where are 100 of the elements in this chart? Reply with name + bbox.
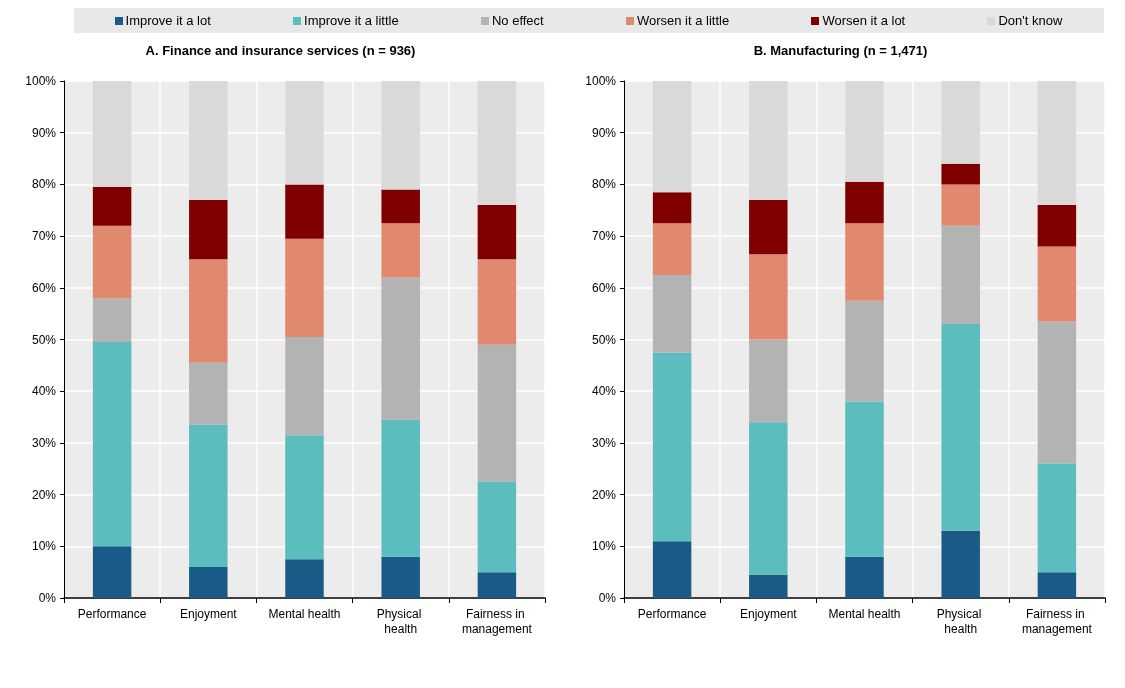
y-tick-label: 20% <box>591 487 617 502</box>
x-tick-label: Physical health <box>376 606 425 636</box>
bar <box>189 566 228 598</box>
bar <box>845 181 884 224</box>
bar <box>477 205 517 260</box>
y-tick-label: 70% <box>591 229 617 244</box>
legend-label: Improve it a little <box>304 13 399 28</box>
y-tick-label: 30% <box>31 435 57 450</box>
bar <box>1037 205 1077 247</box>
bar <box>381 556 420 598</box>
bar <box>749 422 788 575</box>
bar <box>92 81 132 187</box>
bar <box>845 556 884 598</box>
bar <box>652 192 692 224</box>
bar <box>477 81 517 206</box>
bar <box>92 225 132 299</box>
bar <box>1037 81 1077 206</box>
x-tick-label: Enjoyment <box>179 606 238 621</box>
bar <box>845 300 884 402</box>
y-tick-label: 80% <box>591 177 617 192</box>
y-tick-label: 0% <box>598 591 617 605</box>
bar <box>381 419 420 557</box>
x-tick-label: Mental health <box>828 606 901 621</box>
bar <box>285 435 324 560</box>
bar <box>285 559 324 598</box>
bar <box>477 572 517 598</box>
bar <box>477 344 517 482</box>
x-tick-label: Performance <box>637 606 707 621</box>
bar <box>381 81 420 190</box>
y-tick-label: 100% <box>25 74 57 88</box>
y-tick-label: 90% <box>591 125 617 140</box>
bar <box>285 238 324 337</box>
chart-title: A. Finance and insurance services (n = 936) <box>145 43 416 58</box>
legend-label: No effect <box>491 13 544 28</box>
x-tick-label: Physical health <box>936 606 985 636</box>
x-tick-label: Performance <box>77 606 147 621</box>
bar <box>285 81 324 185</box>
legend-label: Worsen it a little <box>636 13 730 28</box>
bar <box>1037 463 1077 573</box>
bar <box>652 223 692 275</box>
bar <box>652 352 692 542</box>
bar <box>285 184 324 239</box>
y-tick-label: 100% <box>585 74 617 88</box>
y-tick-label: 60% <box>31 280 57 295</box>
bar <box>941 225 980 324</box>
y-tick-label: 10% <box>31 539 57 554</box>
y-tick-label: 10% <box>591 539 617 554</box>
bar <box>749 574 788 598</box>
bar <box>189 81 228 200</box>
bar <box>941 81 980 164</box>
bar <box>749 339 788 423</box>
bar <box>845 81 884 182</box>
bar <box>941 184 980 226</box>
bar <box>381 189 420 224</box>
bar <box>285 336 324 436</box>
y-tick-label: 50% <box>31 332 57 347</box>
y-tick-label: 90% <box>31 125 57 140</box>
legend-label: Improve it a lot <box>125 13 211 28</box>
bar <box>92 546 132 598</box>
x-tick-label: Mental health <box>268 606 341 621</box>
legend-label: Don't know <box>998 13 1063 28</box>
y-tick-label: 40% <box>31 384 57 399</box>
bar <box>652 81 692 193</box>
y-tick-label: 0% <box>38 591 57 605</box>
bar <box>941 530 980 598</box>
bar <box>1037 321 1077 464</box>
bar <box>92 298 132 343</box>
chart-title: B. Manufacturing (n = 1,471) <box>753 43 928 58</box>
bar <box>845 401 884 557</box>
bar <box>749 254 788 340</box>
y-tick-label: 80% <box>31 177 57 192</box>
bar <box>381 223 420 278</box>
y-tick-label: 20% <box>31 487 57 502</box>
bar <box>749 81 788 200</box>
y-tick-label: 60% <box>591 280 617 295</box>
bar <box>652 274 692 353</box>
bar <box>189 259 228 363</box>
bar <box>1037 246 1077 322</box>
bar <box>1037 572 1077 598</box>
bar <box>941 163 980 185</box>
bar <box>845 223 884 301</box>
bar <box>749 199 788 255</box>
bar <box>189 199 228 260</box>
bar <box>189 362 228 425</box>
bar <box>477 481 517 573</box>
bar <box>92 342 132 547</box>
y-tick-label: 50% <box>591 332 617 347</box>
y-tick-label: 40% <box>591 384 617 399</box>
x-tick-label: Enjoyment <box>739 606 798 621</box>
legend-label: Worsen it a lot <box>822 13 906 28</box>
bar <box>381 277 420 420</box>
x-tick-label: Fairness in management <box>1021 606 1093 636</box>
bar <box>941 323 980 531</box>
x-tick-label: Fairness in management <box>461 606 533 636</box>
y-tick-label: 70% <box>31 229 57 244</box>
bar <box>189 424 228 567</box>
bar <box>92 186 132 226</box>
y-tick-label: 30% <box>591 435 617 450</box>
bar <box>652 541 692 598</box>
bar <box>477 259 517 345</box>
